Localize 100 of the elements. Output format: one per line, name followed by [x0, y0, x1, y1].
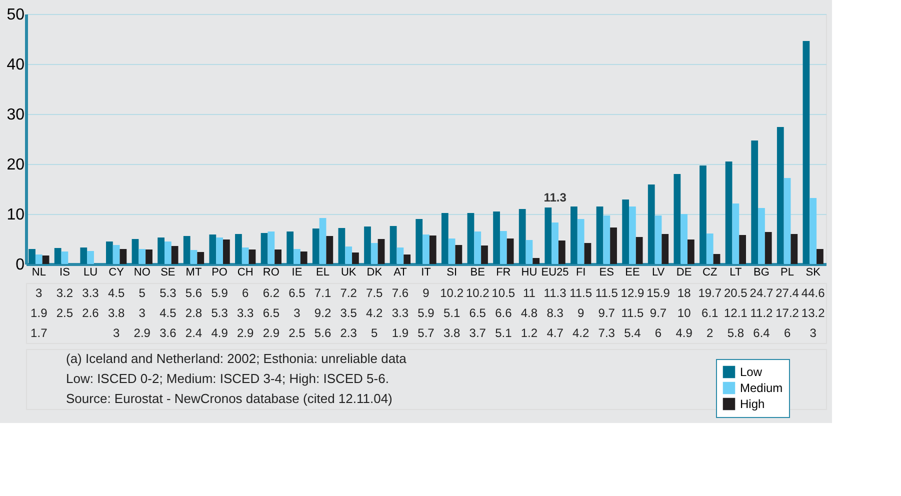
- x-tick-label: HU: [521, 266, 538, 278]
- text: (a) Iceland and Netherland: 2002; Esthonia: unreliable data: [66, 351, 408, 366]
- x-tick-label: LV: [652, 266, 666, 278]
- bar: [370, 243, 378, 264]
- x-tick-label: EU25: [541, 266, 569, 278]
- x-tick-label: UK: [340, 266, 357, 278]
- data-label: 5: [138, 286, 146, 300]
- bar: [248, 250, 256, 264]
- bar: [558, 240, 566, 264]
- y-tick-label: 10: [6, 206, 25, 224]
- x-tick-label: MT: [186, 266, 202, 278]
- data-label: 44.6: [801, 286, 826, 300]
- bar: [816, 249, 824, 264]
- bar: [87, 251, 94, 264]
- bar: [390, 226, 397, 264]
- data-label: 9: [422, 286, 430, 300]
- bar: [654, 216, 662, 264]
- data-label: 5.7: [418, 326, 435, 340]
- x-tick-label: EE: [625, 266, 640, 278]
- data-label: 1.2: [520, 326, 538, 340]
- bar: [364, 226, 371, 264]
- bar: [61, 252, 68, 264]
- x-tick-label: IE: [292, 266, 302, 278]
- data-label: 3: [810, 326, 817, 340]
- data-label: 9.2: [314, 306, 332, 320]
- bar: [688, 240, 694, 264]
- data-label: 5.6: [314, 326, 332, 340]
- bar: [500, 231, 507, 264]
- data-label: 4.2: [366, 306, 384, 320]
- data-label: 5: [371, 326, 378, 340]
- bar: [54, 248, 62, 264]
- bar: [294, 249, 300, 264]
- data-label: 11.5: [621, 306, 644, 320]
- x-tick-label: NO: [134, 266, 151, 278]
- bar: [784, 178, 791, 264]
- data-label: 10.5: [492, 286, 516, 300]
- bar: [183, 236, 190, 264]
- bar: [242, 248, 249, 264]
- data-label: 2.8: [185, 306, 202, 320]
- bar: [455, 245, 462, 264]
- annotation: 11.3: [544, 190, 567, 204]
- x-tick-label: DK: [366, 266, 383, 278]
- bar: [751, 140, 758, 264]
- data-label: 5.3: [160, 286, 177, 300]
- bar: [610, 228, 617, 264]
- data-label: 12.1: [724, 306, 748, 320]
- bar: [636, 237, 643, 264]
- data-label: 11.5: [595, 286, 618, 300]
- data-label: 7.6: [392, 286, 409, 300]
- bar: [802, 41, 810, 264]
- data-label: 3: [138, 306, 146, 320]
- y-tick-label: 40: [6, 56, 25, 74]
- data-label: 1.9: [30, 306, 48, 320]
- y-tick-label: 20: [6, 156, 25, 174]
- data-label: 2.5: [56, 306, 74, 320]
- bar: [674, 174, 681, 264]
- bar: [584, 243, 592, 264]
- data-label: 2.4: [185, 326, 202, 340]
- legend-label: Low: [740, 365, 762, 379]
- bar: [596, 206, 604, 264]
- data-label: 10.2: [466, 286, 490, 300]
- bar: [526, 240, 533, 264]
- x-tick-label: FR: [496, 266, 511, 278]
- data-label: 5.1: [443, 306, 460, 320]
- data-label: 5.1: [495, 326, 512, 340]
- data-label: 6.5: [262, 306, 280, 320]
- bar: [552, 222, 558, 264]
- bar: [577, 219, 584, 264]
- data-label: 17.2: [776, 306, 800, 320]
- bar: [319, 218, 326, 264]
- data-label: 7.5: [366, 286, 384, 300]
- bar: [286, 232, 294, 264]
- x-tick-label: AT: [394, 266, 408, 278]
- x-tick-label: EL: [316, 266, 330, 278]
- legend-label: Medium: [740, 381, 783, 395]
- data-label: 27.4: [776, 286, 800, 300]
- data-label: 6: [784, 326, 791, 340]
- bar: [532, 258, 540, 264]
- data-label: 19.7: [698, 286, 722, 300]
- bar: [629, 206, 636, 264]
- x-tick-label: BE: [470, 266, 485, 278]
- data-label: 6: [242, 286, 250, 300]
- bar: [112, 245, 120, 264]
- data-label: 4.5: [160, 306, 177, 320]
- bar: [164, 242, 172, 264]
- x-tick-label: CZ: [702, 266, 718, 278]
- bar: [35, 254, 42, 264]
- bar: [338, 228, 346, 264]
- bar: [680, 214, 688, 264]
- data-label: 9: [577, 306, 584, 320]
- data-label: 2.9: [262, 326, 280, 340]
- bar: [764, 232, 772, 264]
- data-label: 6.2: [262, 286, 280, 300]
- bar: [345, 246, 352, 264]
- bar: [713, 254, 720, 264]
- data-label: 4.9: [676, 326, 693, 340]
- data-label: 11.2: [750, 306, 774, 320]
- bar: [197, 252, 204, 264]
- data-label: 6.4: [753, 326, 770, 340]
- x-tick-label: IT: [421, 266, 432, 278]
